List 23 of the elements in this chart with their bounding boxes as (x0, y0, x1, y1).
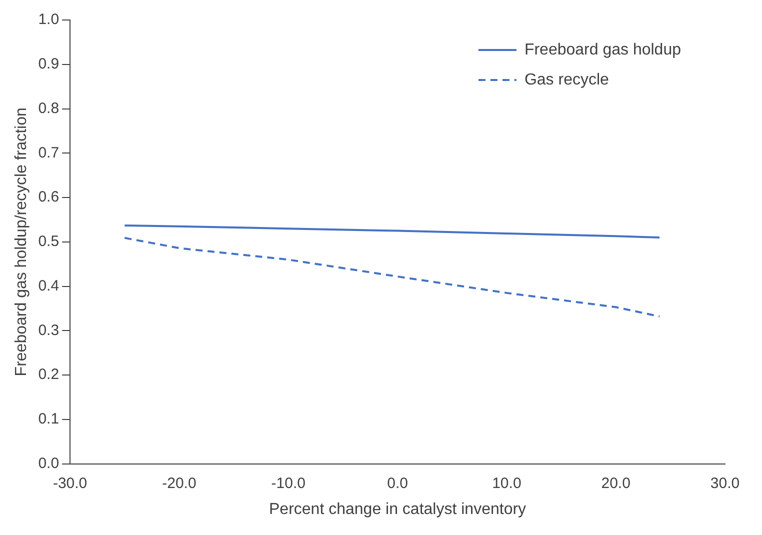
y-tick-label: 0.1 (38, 410, 60, 428)
x-tick-label: -10.0 (271, 474, 306, 492)
legend-label: Gas recycle (524, 71, 610, 88)
x-tick-label: 10.0 (492, 474, 522, 492)
x-axis-title: Percent change in catalyst inventory (269, 500, 526, 518)
line-series (124, 236, 661, 318)
y-tick-label: 0.2 (38, 366, 60, 384)
y-tick-label: 0.0 (38, 454, 60, 472)
legend-label: Freeboard gas holdup (524, 41, 682, 58)
y-tick-label: 0.3 (38, 322, 60, 339)
y-axis-title: Freeboard gas holdup/recycle fraction (13, 108, 30, 376)
y-tick-label: 0.8 (38, 100, 60, 117)
x-tick-label: 20.0 (601, 474, 630, 492)
x-tick-label: 0.0 (387, 474, 408, 492)
y-tick-label: 0.9 (38, 56, 60, 73)
y-tick-label: 0.5 (38, 233, 60, 250)
y-tick-label: 0.4 (38, 277, 60, 294)
y-tick-label: 0.7 (38, 144, 60, 162)
x-tick-label: -30.0 (52, 474, 88, 492)
x-tick-label: -20.0 (162, 474, 196, 492)
y-tick-label: 0.6 (38, 188, 60, 206)
x-tick-label: 30.0 (710, 474, 740, 492)
y-tick-label: 1.0 (38, 11, 60, 28)
